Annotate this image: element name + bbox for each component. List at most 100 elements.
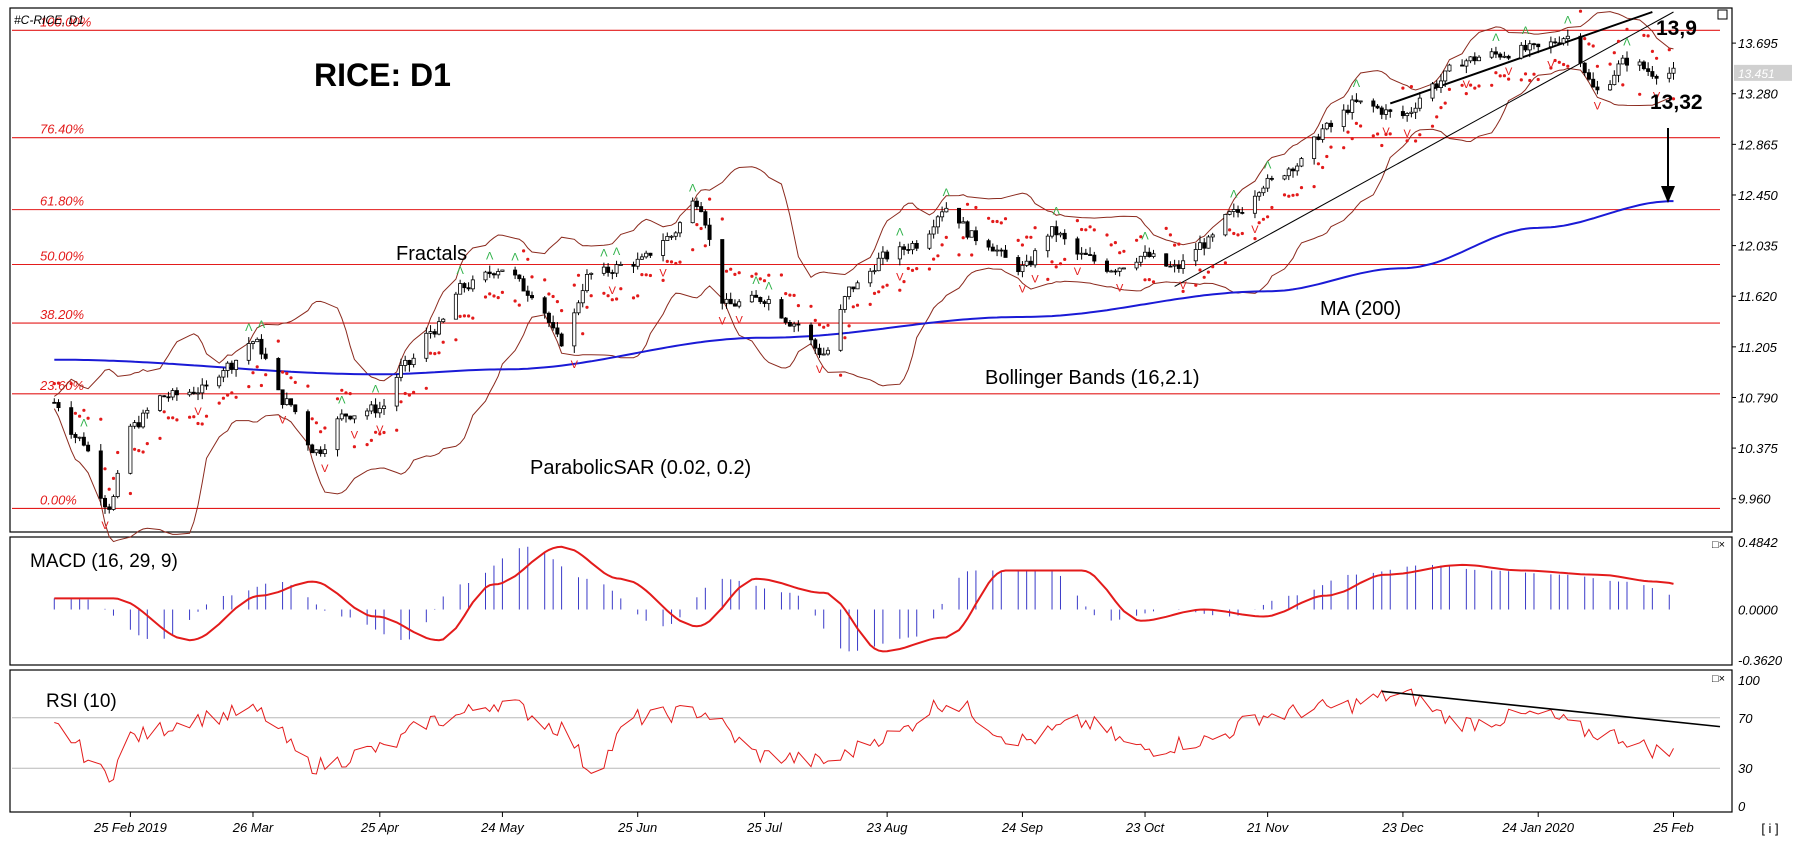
candle-body <box>1269 177 1274 180</box>
sar-dot <box>1118 251 1122 255</box>
rsi-window-icons[interactable]: □× <box>1712 673 1725 685</box>
candle-body <box>1291 168 1296 172</box>
fractal-down-icon: V <box>351 429 359 441</box>
candle-body <box>403 359 408 366</box>
candle-body <box>1620 57 1625 65</box>
fib-label-3: 50.00% <box>40 249 84 264</box>
sar-dot <box>729 267 733 271</box>
sar-dot <box>1113 241 1117 245</box>
sar-dot <box>454 338 458 342</box>
candle-body <box>1531 43 1536 46</box>
candle-body <box>1464 60 1469 67</box>
candle-body <box>1646 68 1651 72</box>
sar-dot <box>1211 265 1215 269</box>
candle-body <box>1561 38 1566 44</box>
candle-body <box>1536 43 1541 48</box>
candle-body <box>246 343 251 361</box>
fractal-down-icon: V <box>1179 280 1187 292</box>
info-icon[interactable]: [ i ] <box>1761 821 1778 836</box>
sar-dot <box>1084 228 1088 232</box>
candle-body <box>335 418 340 451</box>
maximize-icon[interactable] <box>1717 9 1728 20</box>
sar-dot <box>970 253 974 257</box>
candle-body <box>699 206 704 213</box>
candle-body <box>259 338 264 355</box>
sar-dot <box>868 302 872 306</box>
sar-dot <box>310 417 314 421</box>
candle-body <box>513 269 518 276</box>
sar-dot <box>674 261 678 266</box>
candle-body <box>1447 64 1452 72</box>
sar-dot <box>230 391 234 395</box>
price-tick-label-0: 13.695 <box>1738 36 1779 51</box>
candle-body <box>1181 260 1186 269</box>
sar-dot <box>1384 132 1388 136</box>
sar-dot <box>1536 77 1540 82</box>
candle-body <box>825 349 830 355</box>
sar-dot <box>1350 137 1354 141</box>
sar-dot <box>788 293 792 297</box>
sar-dot <box>822 325 826 329</box>
sar-dot <box>932 257 936 261</box>
fractal-down-icon: V <box>719 315 727 327</box>
candle-body <box>517 274 522 280</box>
candle-body <box>986 240 991 248</box>
sar-dot <box>1342 146 1346 150</box>
candle-body <box>132 422 137 427</box>
sar-dot <box>1376 132 1380 136</box>
fractal-up-icon: Λ <box>765 281 773 293</box>
sar-dot <box>522 249 526 253</box>
candle-body <box>293 404 298 413</box>
price-tick-label-7: 10.790 <box>1738 390 1779 405</box>
candle-body <box>69 407 74 435</box>
sar-dot <box>1143 278 1147 282</box>
candle-body <box>107 506 112 510</box>
candle-body <box>813 339 818 349</box>
candle-body <box>555 327 560 335</box>
sar-dot <box>175 418 179 422</box>
symbol-label: #C-RICE, D1 <box>14 13 84 27</box>
fractal-up-icon: Λ <box>486 251 494 263</box>
candle-body <box>817 347 822 356</box>
candle-body <box>749 294 754 303</box>
candle-body <box>1460 64 1465 67</box>
candle-body <box>250 341 255 344</box>
candle-body <box>1147 251 1152 257</box>
candle-body <box>1079 252 1084 255</box>
sar-dot <box>1414 139 1418 143</box>
macd-window-icons[interactable]: □× <box>1712 539 1725 551</box>
candle-body <box>969 230 974 238</box>
sar-dot <box>344 391 348 395</box>
candle-body <box>1671 67 1676 74</box>
candle-body <box>1502 55 1507 58</box>
macd-tick-label-1: 0.0000 <box>1738 603 1779 618</box>
rsi-tick-label-0: 100 <box>1738 673 1760 688</box>
sar-dot <box>471 316 475 320</box>
candle-body <box>1400 111 1405 117</box>
sar-dot <box>906 266 910 271</box>
sar-dot <box>323 426 327 430</box>
sar-dot <box>56 381 61 385</box>
candle-body <box>1388 109 1393 112</box>
candle-body <box>1417 97 1422 109</box>
candle-body <box>81 436 86 446</box>
fractal-up-icon: Λ <box>245 322 253 334</box>
candle-body <box>965 221 970 238</box>
sar-dot <box>881 285 885 289</box>
candle-body <box>606 266 611 273</box>
sar-dot <box>936 254 940 258</box>
candle-body <box>284 398 289 406</box>
candle-body <box>276 358 281 391</box>
sar-dot <box>200 422 204 426</box>
sar-dot <box>737 271 741 275</box>
sar-dot <box>116 450 120 455</box>
candle-body <box>677 222 682 234</box>
candle-body <box>724 298 729 304</box>
macd-tick-label-0: 0.4842 <box>1738 535 1779 550</box>
sar-dot <box>306 384 310 388</box>
sar-dot <box>1240 231 1244 236</box>
sar-dot <box>1447 87 1451 91</box>
sar-dot <box>458 314 462 318</box>
sar-dot <box>991 219 995 224</box>
